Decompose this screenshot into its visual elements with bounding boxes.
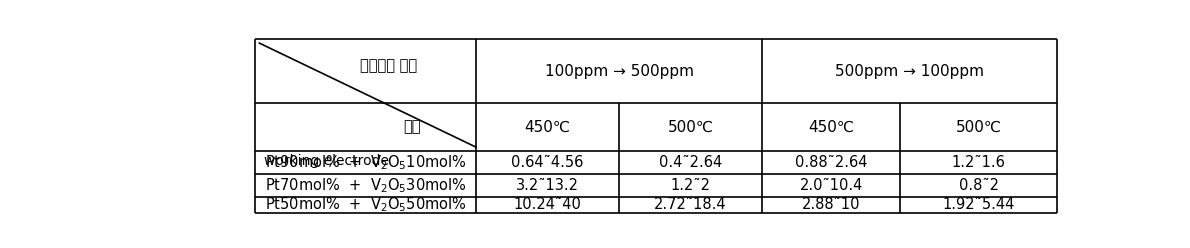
Text: Pt50mol%  +  $\mathregular{V_2O_5}$50mol%: Pt50mol% + $\mathregular{V_2O_5}$50mol% <box>264 196 466 214</box>
Text: 0.88˜2.64: 0.88˜2.64 <box>795 155 868 170</box>
Text: Pt90mol%  +  $\mathregular{V_2O_5}$10mol%: Pt90mol% + $\mathregular{V_2O_5}$10mol% <box>264 153 466 172</box>
Text: 3.2˜13.2: 3.2˜13.2 <box>516 178 580 193</box>
Text: 500ppm → 100ppm: 500ppm → 100ppm <box>835 64 984 79</box>
Text: 100ppm → 500ppm: 100ppm → 500ppm <box>545 64 694 79</box>
Text: 1.2˜1.6: 1.2˜1.6 <box>952 155 1006 170</box>
Text: 온도: 온도 <box>403 120 420 135</box>
Text: 500℃: 500℃ <box>668 120 714 135</box>
Text: working electrode: working electrode <box>264 154 389 168</box>
Text: 0.64˜4.56: 0.64˜4.56 <box>512 155 584 170</box>
Text: 1.92˜5.44: 1.92˜5.44 <box>942 197 1015 213</box>
Text: 0.8˜2: 0.8˜2 <box>959 178 998 193</box>
Text: 2.88˜10: 2.88˜10 <box>802 197 860 213</box>
Text: 500℃: 500℃ <box>956 120 1002 135</box>
Text: 450℃: 450℃ <box>808 120 854 135</box>
Text: Pt70mol%  +  $\mathregular{V_2O_5}$30mol%: Pt70mol% + $\mathregular{V_2O_5}$30mol% <box>264 176 466 195</box>
Text: 0.4˜2.64: 0.4˜2.64 <box>659 155 722 170</box>
Text: 10.24˜40: 10.24˜40 <box>514 197 582 213</box>
Text: 농도조정 방법: 농도조정 방법 <box>359 58 418 73</box>
Text: 450℃: 450℃ <box>525 120 571 135</box>
Text: 1.2˜2: 1.2˜2 <box>671 178 710 193</box>
Text: 2.0˜10.4: 2.0˜10.4 <box>800 178 863 193</box>
Text: 2.72˜18.4: 2.72˜18.4 <box>654 197 727 213</box>
